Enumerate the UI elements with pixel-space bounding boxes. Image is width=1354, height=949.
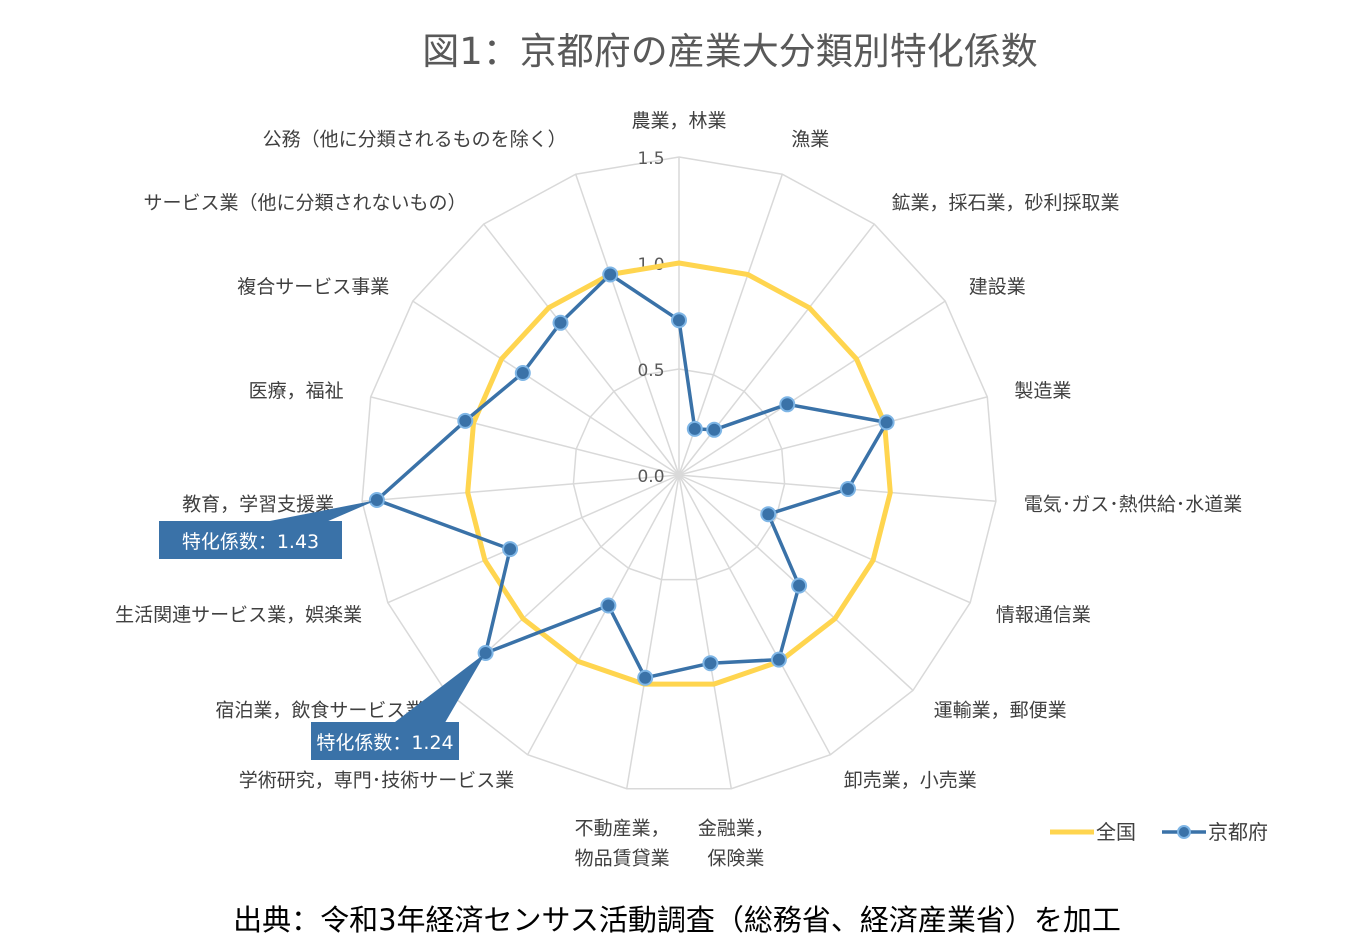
tick-label: 0.0	[637, 467, 664, 487]
radial-tick-labels: 0.00.51.01.5	[637, 149, 664, 487]
callout-box	[311, 722, 459, 760]
category-label: 不動産業，物品賃貸業	[575, 817, 670, 869]
grid-spoke	[678, 474, 996, 503]
data-point	[637, 669, 654, 686]
category-label: 複合サービス事業	[237, 276, 389, 298]
category-label: 金融業，保険業	[698, 817, 774, 869]
category-label: 漁業	[791, 129, 829, 151]
series-layer	[368, 260, 895, 687]
callout-layer: 特化係数：1.43 特化係数：1.24	[159, 500, 486, 760]
grid-spoke	[370, 396, 680, 476]
grid-ring	[361, 156, 997, 790]
category-label: 卸売業，小売業	[844, 769, 977, 791]
grid-spoke	[678, 396, 988, 476]
data-point	[791, 577, 808, 594]
category-label: 学術研究，専門･技術サービス業	[239, 769, 515, 791]
grid-spoke	[574, 173, 680, 476]
grid-spoke	[678, 474, 832, 756]
grid-spoke	[483, 223, 680, 476]
series-line	[465, 260, 893, 687]
legend-item: 全国	[1050, 820, 1136, 844]
source-note: 出典：令和3年経済センサス活動調査（総務省、経済産業省）を加工	[233, 903, 1121, 937]
data-point	[514, 365, 531, 381]
legend-marker	[1177, 825, 1191, 839]
category-label: 医療，福祉	[249, 380, 344, 402]
legend-label: 京都府	[1208, 820, 1268, 844]
data-point	[702, 655, 719, 672]
data-point	[600, 597, 617, 614]
callout: 特化係数：1.24	[311, 653, 486, 760]
callout-label: 特化係数：1.43	[182, 531, 319, 553]
series-national	[465, 260, 893, 687]
data-point	[840, 481, 856, 497]
category-label: 公務（他に分類されるものを除く）	[263, 129, 567, 151]
series-kyoto	[368, 266, 895, 686]
category-label: 教育，学習支援業	[182, 494, 334, 516]
category-label: 鉱業，採石業，砂利採取業	[892, 192, 1120, 214]
category-label: 運輸業，郵便業	[934, 699, 1067, 721]
data-point	[686, 420, 703, 437]
data-point	[878, 414, 895, 431]
callout-pointer	[392, 653, 486, 724]
category-label: 情報通信業	[996, 604, 1091, 626]
category-label: 建設業	[969, 276, 1026, 298]
series-line	[375, 272, 889, 680]
legend-item: 京都府	[1162, 820, 1268, 844]
data-point	[760, 506, 777, 523]
grid-spoke	[412, 300, 680, 476]
data-point	[779, 396, 796, 413]
chart-title: 図1：京都府の産業大分類別特化係数	[422, 30, 1038, 73]
grid-spoke	[387, 474, 680, 604]
grid-spoke	[678, 474, 733, 789]
category-labels: 農業，林業漁業鉱業，採石業，砂利採取業建設業製造業電気･ガス･熱供給･水道業情報…	[115, 110, 1242, 869]
category-label: 宿泊業，飲食サービス業	[215, 699, 424, 721]
category-label: サービス業（他に分類されないもの）	[143, 192, 466, 214]
grid-spoke	[678, 300, 946, 476]
legend-label: 全国	[1096, 820, 1136, 844]
data-point	[706, 421, 723, 438]
grid-spoke	[526, 474, 680, 756]
data-point	[502, 541, 519, 558]
category-label: 製造業	[1014, 380, 1071, 402]
category-label: 電気･ガス･熱供給･水道業	[1024, 494, 1243, 516]
callout: 特化係数：1.43	[159, 500, 377, 559]
category-label: 生活関連サービス業，娯楽業	[115, 604, 362, 626]
data-point	[770, 651, 787, 668]
callout-box	[159, 521, 342, 559]
grid-spoke	[362, 474, 680, 503]
grid-spoke	[678, 474, 971, 604]
data-point	[457, 412, 474, 429]
tick-label: 0.5	[637, 361, 664, 381]
callout-pointer	[259, 500, 377, 523]
data-point	[552, 314, 569, 331]
grid-spoke	[625, 474, 680, 789]
grid-ring	[572, 368, 786, 581]
tick-label: 1.5	[637, 149, 664, 169]
category-label: 農業，林業	[631, 110, 726, 132]
data-point	[602, 266, 619, 283]
callout-label: 特化係数：1.24	[316, 732, 453, 754]
legend: 全国 京都府	[1050, 820, 1268, 844]
data-point	[671, 312, 687, 329]
